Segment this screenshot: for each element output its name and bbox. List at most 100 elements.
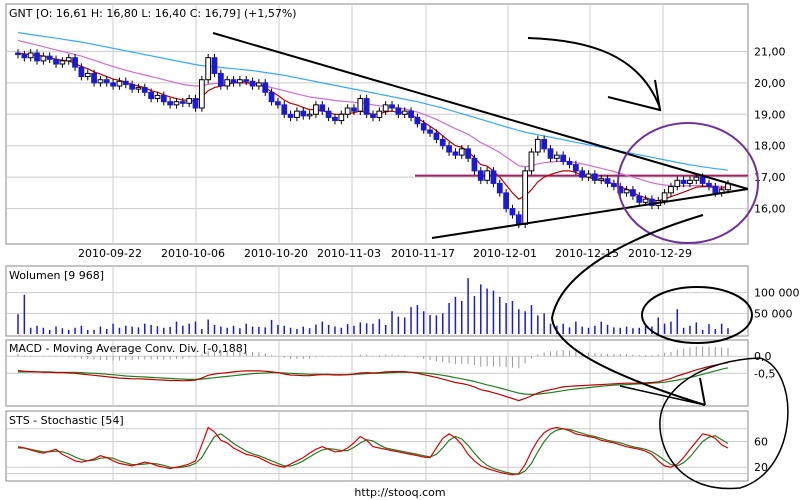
candle-body <box>642 198 649 203</box>
candle-body <box>300 110 307 117</box>
candle-body <box>262 82 269 93</box>
price-y-tick-label: 20,00 <box>754 77 786 90</box>
candle-body <box>496 182 503 194</box>
macd-lines <box>17 362 729 402</box>
price-x-ticks: 2010-09-22 2010-10-06 2010-10-20 2010-11-03… <box>78 247 692 260</box>
candle-body <box>528 151 535 172</box>
candle-body <box>509 208 516 216</box>
connector-curve <box>550 214 706 406</box>
stoch-title: STS - Stochastic [54] <box>9 414 124 427</box>
candle-body <box>636 195 643 203</box>
candle-body <box>211 57 218 74</box>
candle-body <box>572 164 579 172</box>
candle-body <box>668 186 674 194</box>
stoch-y-ticks: 60 20 <box>754 436 768 475</box>
volume-highlight-ellipse <box>641 286 753 344</box>
candle-body <box>198 79 205 109</box>
candle-body <box>148 91 155 100</box>
candle-body <box>65 57 72 62</box>
candle-body <box>344 107 351 115</box>
candle-body <box>674 179 681 188</box>
candle-body <box>294 110 300 118</box>
candle-body <box>408 110 414 118</box>
candle-body <box>389 104 395 109</box>
volume-bars <box>17 278 729 334</box>
candle-body <box>192 98 199 109</box>
macd-y-tick-label: -0,5 <box>754 367 775 380</box>
candle-body <box>78 66 85 78</box>
candle-body <box>141 87 148 93</box>
candle-body <box>84 72 91 78</box>
candle-body <box>585 173 592 178</box>
candle-body <box>15 52 21 56</box>
candle-body <box>484 170 490 181</box>
price-x-tick-label: 2010-10-06 <box>161 247 225 260</box>
candle-body <box>363 98 370 115</box>
candle-body <box>433 132 440 140</box>
candle-body <box>167 101 174 106</box>
candle-body <box>122 80 129 85</box>
candle-body <box>319 104 326 112</box>
candle-body <box>427 129 433 134</box>
candle-body <box>256 82 262 87</box>
candle-body <box>376 110 383 118</box>
candle-body <box>661 192 668 202</box>
candle-body <box>490 170 497 184</box>
candle-body <box>693 176 700 181</box>
price-y-tick-label: 17,00 <box>754 171 786 184</box>
candle-body <box>604 178 611 184</box>
price-x-tick-label: 2010-11-03 <box>317 247 381 260</box>
candle-body <box>27 52 34 59</box>
stoch-k-line <box>17 426 729 476</box>
candle-body <box>217 72 224 87</box>
candle-body <box>547 148 554 159</box>
candle-body <box>281 104 288 115</box>
candle-body <box>401 110 408 115</box>
candle-body <box>249 80 256 87</box>
candles <box>15 49 731 229</box>
arrow-curve <box>527 37 661 109</box>
candle-body <box>452 151 459 156</box>
candle-body <box>712 186 719 194</box>
candle-body <box>186 98 193 104</box>
candle-body <box>224 79 231 87</box>
candle-body <box>287 113 294 118</box>
candle-body <box>591 173 598 181</box>
footer-url: http://stooq.com <box>354 486 445 499</box>
stoch-grid <box>6 411 748 481</box>
annotations-lower <box>550 214 789 490</box>
price-panel <box>5 3 749 245</box>
candle-body <box>522 170 529 225</box>
candle-body <box>72 57 78 68</box>
stoch-y-tick-label: 60 <box>754 436 768 449</box>
candle-body <box>458 148 465 156</box>
candle-body <box>439 138 446 147</box>
stoch-lines <box>17 426 729 476</box>
price-y-tick-label: 21,00 <box>754 45 786 58</box>
candle-body <box>630 189 636 197</box>
candle-body <box>110 82 116 87</box>
highlight-circle <box>617 122 759 244</box>
candle-body <box>446 145 452 153</box>
candle-body <box>579 170 586 178</box>
price-x-tick-label: 2010-10-20 <box>244 247 308 260</box>
candle-body <box>382 104 389 112</box>
candle-body <box>560 154 567 162</box>
macd-y-tick-label: 0,0 <box>754 350 772 363</box>
arrow-head <box>607 79 662 112</box>
connector-tick <box>699 377 706 406</box>
candle-body <box>325 110 332 118</box>
candle-body <box>306 113 313 117</box>
candle-body <box>154 94 161 100</box>
candle-body <box>59 60 66 65</box>
trendline-up <box>431 188 749 239</box>
macd-line <box>17 362 729 402</box>
candle-body <box>649 198 655 206</box>
candle-body <box>503 192 510 210</box>
candle-body <box>687 179 693 184</box>
price-x-tick-label: 2010-12-01 <box>473 247 537 260</box>
candle-body <box>414 116 421 125</box>
candle-body <box>699 176 706 184</box>
connector-base <box>619 385 706 406</box>
